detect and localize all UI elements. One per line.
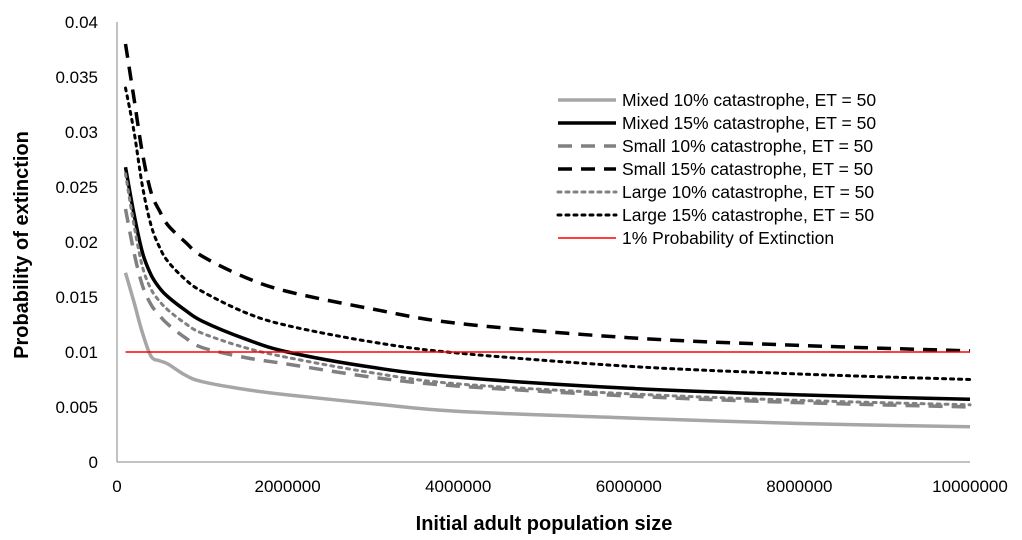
legend-label: Small 15% catastrophe, ET = 50: [622, 159, 873, 179]
series-line-4: [123, 43, 971, 353]
x-tick-label: 8000000: [766, 477, 832, 496]
legend: Mixed 10% catastrophe, ET = 50 Mixed 15% …: [556, 90, 876, 248]
series-line-3: [123, 208, 971, 409]
y-tick-label: 0.035: [55, 68, 98, 87]
x-tick-label: 10000000: [932, 477, 1008, 496]
y-tick-label: 0.01: [65, 343, 98, 362]
y-axis-title: Probability of extinction: [11, 131, 33, 359]
legend-label: Large 15% catastrophe, ET = 50: [622, 205, 874, 225]
legend-label: 1% Probability of Extinction: [622, 228, 834, 248]
y-tick-labels: 0 0.005 0.01 0.015 0.02 0.025 0.03 0.035 0.04: [55, 13, 98, 472]
x-tick-label: 4000000: [425, 477, 491, 496]
legend-item: Mixed 10% catastrophe, ET = 50: [558, 90, 876, 110]
legend-item: Small 15% catastrophe, ET = 50: [558, 159, 873, 179]
y-tick-label: 0.015: [55, 288, 98, 307]
series-line-5: [124, 172, 972, 407]
y-tick-label: 0.025: [55, 178, 98, 197]
legend-label: Large 10% catastrophe, ET = 50: [622, 182, 874, 202]
legend-item: Large 10% catastrophe, ET = 50: [556, 182, 874, 202]
legend-label: Mixed 15% catastrophe, ET = 50: [622, 113, 876, 133]
x-tick-label: 6000000: [596, 477, 662, 496]
legend-label: Mixed 10% catastrophe, ET = 50: [622, 90, 876, 110]
y-tick-label: 0.04: [65, 13, 98, 32]
x-tick-labels: 0 2000000 4000000 6000000 8000000 10000000: [112, 477, 1008, 496]
y-tick-label: 0.02: [65, 233, 98, 252]
plot-lines: [123, 43, 972, 429]
x-tick-label: 0: [112, 477, 121, 496]
y-tick-label: 0: [89, 453, 98, 472]
axes: [116, 22, 970, 463]
legend-item: Mixed 15% catastrophe, ET = 50: [558, 113, 876, 133]
legend-item: Small 10% catastrophe, ET = 50: [558, 136, 873, 156]
y-tick-label: 0.03: [65, 123, 98, 142]
legend-label: Small 10% catastrophe, ET = 50: [622, 136, 873, 156]
x-axis-title: Initial adult population size: [416, 513, 673, 535]
series-line-2: [123, 166, 971, 402]
x-tick-label: 2000000: [255, 477, 321, 496]
series-line-6: [124, 86, 972, 381]
y-tick-label: 0.005: [55, 398, 98, 417]
legend-item: 1% Probability of Extinction: [558, 228, 834, 248]
legend-item: Large 15% catastrophe, ET = 50: [556, 205, 874, 225]
